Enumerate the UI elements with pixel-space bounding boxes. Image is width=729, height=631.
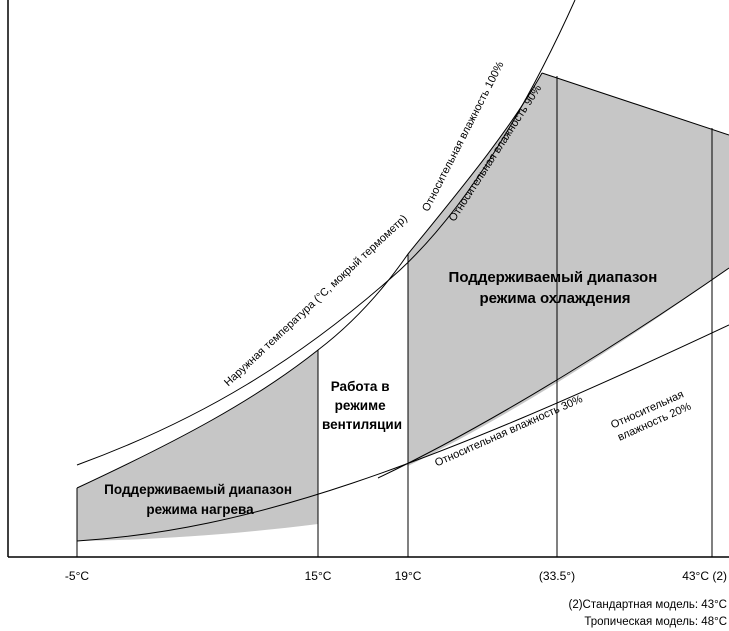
rh20-curve <box>76 324 729 542</box>
rh20-label: Относительная влажность 20% <box>609 387 694 444</box>
cooling-range-region <box>408 73 729 466</box>
rh100-curve <box>76 0 576 466</box>
cooling-region-label: Поддерживаемый диапазон режима охлаждени… <box>449 269 662 307</box>
tick-label-minus5: -5°C <box>65 569 89 583</box>
footnote-tropical-model: Тропическая модель: 48°C <box>584 616 727 628</box>
tick-label-43: 43°C (2) <box>682 569 727 583</box>
tick-label-19: 19°C <box>395 569 422 583</box>
footnote-standard-model: (2)Стандартная модель: 43°C <box>568 599 728 611</box>
heating-range-region <box>77 350 318 541</box>
rh30-curve <box>377 267 729 479</box>
fan-region-label: Работа в режиме вентиляции <box>322 379 402 432</box>
rh90-curve <box>76 72 543 489</box>
tick-label-15: 15°C <box>305 569 332 583</box>
heating-region-label: Поддерживаемый диапазон режима нагрева <box>104 482 296 517</box>
tick-label-33-5: (33.5°) <box>539 569 575 583</box>
cooling-top-edge <box>541 72 729 136</box>
